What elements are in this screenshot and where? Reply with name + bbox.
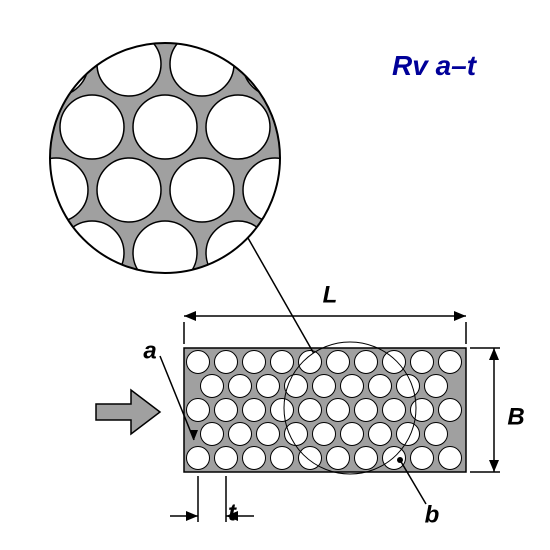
sheet-hole <box>257 423 280 446</box>
sheet-hole <box>327 399 350 422</box>
sheet-hole <box>271 447 294 470</box>
sheet-hole <box>341 375 364 398</box>
zoom-leader-line <box>248 238 314 353</box>
dim-b-label: b <box>425 501 440 528</box>
sheet-hole <box>271 399 294 422</box>
sheet-hole <box>271 351 294 374</box>
sheet-hole <box>215 351 238 374</box>
sheet-hole <box>215 447 238 470</box>
sheet-hole <box>355 447 378 470</box>
sheet-hole <box>425 423 448 446</box>
dim-t-label: t <box>228 499 237 526</box>
dim-B-label: B <box>507 403 524 430</box>
sheet-hole <box>369 423 392 446</box>
zoom-detail <box>24 32 416 285</box>
sheet-hole <box>425 375 448 398</box>
sheet-hole <box>243 399 266 422</box>
sheet-hole <box>313 375 336 398</box>
sheet-hole <box>299 399 322 422</box>
sheet-hole <box>201 375 224 398</box>
sheet-hole <box>299 351 322 374</box>
diagram-title: Rv a–t <box>392 50 476 82</box>
sheet-hole <box>187 399 210 422</box>
sheet-hole <box>439 351 462 374</box>
sheet-hole <box>327 447 350 470</box>
sheet-hole <box>313 423 336 446</box>
sheet-hole <box>411 399 434 422</box>
sheet-hole <box>355 351 378 374</box>
sheet-hole <box>439 399 462 422</box>
sheet-hole <box>187 351 210 374</box>
sheet-hole <box>369 375 392 398</box>
dim-L-label: L <box>323 281 338 308</box>
sheet-hole <box>327 351 350 374</box>
sheet-hole <box>201 423 224 446</box>
sheet-hole <box>397 375 420 398</box>
sheet-hole <box>243 447 266 470</box>
sheet-hole <box>411 447 434 470</box>
sheet-hole <box>383 399 406 422</box>
sheet-hole <box>355 399 378 422</box>
sheet-hole <box>243 351 266 374</box>
sheet-hole <box>257 375 280 398</box>
sheet-hole <box>285 423 308 446</box>
sheet-hole <box>439 447 462 470</box>
sheet-hole <box>383 351 406 374</box>
sheet-hole <box>341 423 364 446</box>
sheet-hole <box>411 351 434 374</box>
sheet-hole <box>187 447 210 470</box>
direction-arrow <box>96 390 160 434</box>
sheet-hole <box>229 375 252 398</box>
sheet-hole <box>397 423 420 446</box>
sheet-hole <box>229 423 252 446</box>
sheet-hole <box>215 399 238 422</box>
dim-a-label: a <box>143 337 156 364</box>
